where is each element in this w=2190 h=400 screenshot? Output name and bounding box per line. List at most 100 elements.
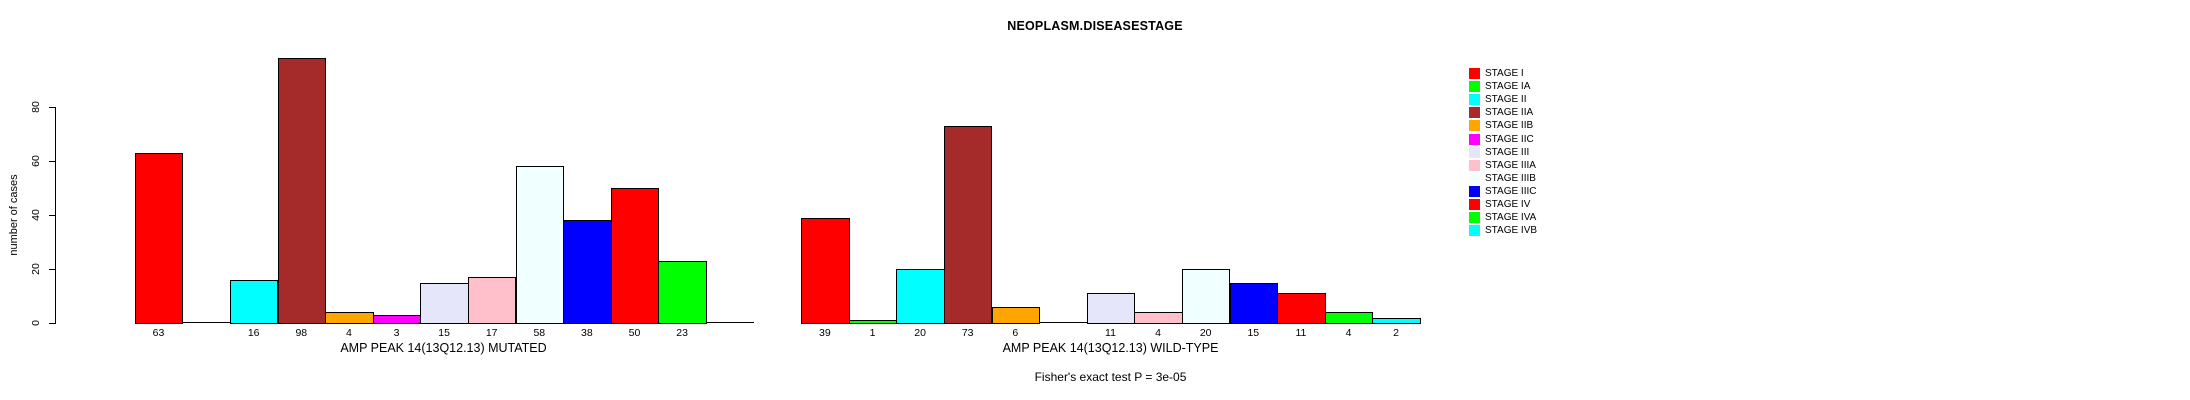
bar-stage-iiia xyxy=(1134,312,1183,324)
bar-value-label: 39 xyxy=(819,327,831,339)
bar-value-label: 20 xyxy=(914,327,926,339)
bar-value-label: 2 xyxy=(1393,327,1400,339)
bar-value-label: 4 xyxy=(345,327,352,339)
legend-swatch xyxy=(1469,107,1480,119)
bar-stage-iva xyxy=(1324,312,1374,324)
legend-swatch xyxy=(1469,185,1480,197)
bar-stage-iia xyxy=(943,125,993,324)
bar-stage-iva xyxy=(658,260,707,324)
y-axis-tick-label: 80 xyxy=(30,101,42,113)
y-axis-tick xyxy=(49,215,55,216)
bar-value-label: 4 xyxy=(1155,327,1162,339)
legend-swatch xyxy=(1469,81,1480,93)
legend-swatch xyxy=(1469,172,1480,184)
legend-item: STAGE IIIA xyxy=(1469,159,1537,172)
bar-value-label: 15 xyxy=(438,327,450,339)
legend-swatch xyxy=(1469,68,1480,80)
bar-value-label: 6 xyxy=(1012,327,1019,339)
bar-value-label: 38 xyxy=(581,327,593,339)
y-axis-line xyxy=(55,107,56,324)
bar-stage-ivb xyxy=(1372,317,1421,324)
bar-stage-iiia xyxy=(467,277,517,324)
y-axis-tick xyxy=(49,323,55,324)
y-axis-tick-label: 20 xyxy=(30,263,42,275)
bar-stage-i xyxy=(134,152,184,324)
bar-value-label: 4 xyxy=(1345,327,1352,339)
legend-item: STAGE IV xyxy=(1469,198,1537,211)
bar-stage-ii xyxy=(229,279,279,324)
legend-swatch xyxy=(1469,198,1480,210)
legend-item: STAGE I xyxy=(1469,67,1537,80)
legend-label: STAGE IIA xyxy=(1485,107,1534,119)
bar-value-label: 11 xyxy=(1295,327,1307,339)
legend: STAGE I STAGE IA STAGE II STAGE IIA STAGE II… xyxy=(1469,67,1537,237)
bar-stage-iib xyxy=(991,306,1041,324)
bar-value-label: 11 xyxy=(1105,327,1116,339)
chart-title: NEOPLASM.DISEASESTAGE xyxy=(1007,19,1183,33)
y-axis-tick-label: 60 xyxy=(30,155,42,167)
bar-stage-iic xyxy=(372,314,422,324)
legend-label: STAGE IIIA xyxy=(1485,159,1536,171)
legend-item: STAGE IIB xyxy=(1469,119,1537,132)
bar-stage-iiic xyxy=(1229,282,1279,324)
legend-swatch xyxy=(1469,94,1480,106)
bar-value-label: 58 xyxy=(533,327,546,339)
legend-item: STAGE IIIB xyxy=(1469,172,1537,185)
bar-value-label: 63 xyxy=(152,327,165,339)
bar-value-label: 98 xyxy=(295,327,308,339)
legend-label: STAGE IVA xyxy=(1485,212,1537,224)
legend-swatch xyxy=(1469,146,1480,158)
bar-stage-iv xyxy=(610,188,660,324)
legend-item: STAGE IA xyxy=(1469,80,1537,93)
bar-stage-iii xyxy=(1086,293,1136,324)
bar-stage-iv xyxy=(1277,293,1326,324)
fisher-test-annotation: Fisher's exact test P = 3e-05 xyxy=(1034,370,1187,384)
y-axis-tick xyxy=(49,107,55,108)
legend-item: STAGE IVB xyxy=(1469,224,1537,237)
legend-label: STAGE II xyxy=(1485,94,1527,106)
bar-value-label: 16 xyxy=(247,327,260,339)
y-axis-tick xyxy=(49,269,55,270)
legend-label: STAGE I xyxy=(1485,68,1524,80)
x-axis-label-wildtype: AMP PEAK 14(13Q12.13) WILD-TYPE xyxy=(1002,341,1219,355)
bar-value-label: 15 xyxy=(1247,327,1260,339)
legend-label: STAGE IIIB xyxy=(1485,172,1536,184)
bar-stage-ii xyxy=(896,269,945,324)
legend-item: STAGE III xyxy=(1469,146,1537,159)
bar-value-label: 1 xyxy=(869,327,876,339)
legend-swatch xyxy=(1469,212,1480,224)
bar-stage-iia xyxy=(277,58,327,324)
bar-stage-iiic xyxy=(563,220,612,324)
legend-swatch xyxy=(1469,133,1480,145)
legend-swatch xyxy=(1469,159,1480,171)
legend-label: STAGE IIIC xyxy=(1485,185,1537,197)
bar-value-label: 20 xyxy=(1199,327,1212,339)
legend-label: STAGE IA xyxy=(1485,81,1531,93)
bar-value-label: 73 xyxy=(961,327,974,339)
y-axis-tick-label: 40 xyxy=(30,209,42,221)
bar-stage-iib xyxy=(325,312,374,324)
legend-item: STAGE II xyxy=(1469,93,1537,106)
legend-label: STAGE IIB xyxy=(1485,120,1534,132)
bar-stage-iiib xyxy=(1181,269,1231,324)
legend-item: STAGE IIA xyxy=(1469,106,1537,119)
legend-swatch xyxy=(1469,225,1480,237)
y-axis-title: number of cases xyxy=(8,174,20,256)
bar-value-label: 17 xyxy=(485,327,498,339)
y-axis-tick-label: 0 xyxy=(30,320,42,326)
legend-item: STAGE IIC xyxy=(1469,132,1537,145)
y-axis-tick xyxy=(49,161,55,162)
bar-value-label: 23 xyxy=(676,327,688,339)
legend-swatch xyxy=(1469,120,1480,132)
legend-label: STAGE III xyxy=(1485,146,1530,158)
legend-label: STAGE IIC xyxy=(1485,133,1534,145)
bar-stage-ia xyxy=(848,320,898,324)
legend-label: STAGE IVB xyxy=(1485,225,1538,237)
bar-stage-i xyxy=(801,217,850,324)
legend-item: STAGE IVA xyxy=(1469,211,1537,224)
bar-stage-iiib xyxy=(515,166,565,324)
x-axis-label-mutated: AMP PEAK 14(13Q12.13) MUTATED xyxy=(340,341,547,355)
legend-label: STAGE IV xyxy=(1485,198,1531,210)
bar-stage-iii xyxy=(420,282,469,324)
